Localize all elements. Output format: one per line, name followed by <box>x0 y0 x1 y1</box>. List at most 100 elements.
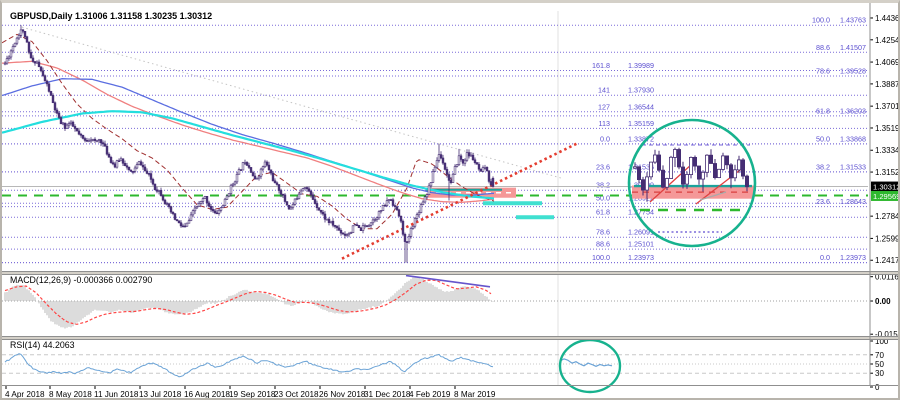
candle-body <box>209 206 213 210</box>
candle-body <box>61 122 65 125</box>
background <box>2 3 898 398</box>
candle-body <box>461 159 465 164</box>
candle-body <box>259 168 263 177</box>
price-axis-label: 1.37015 <box>875 102 898 111</box>
candle-body <box>97 139 101 141</box>
candle-body <box>331 220 335 226</box>
candle-body <box>219 207 223 211</box>
candle-body <box>185 222 189 227</box>
date-label: 8 Mar 2019 <box>454 390 496 398</box>
candle-body <box>373 219 377 221</box>
inset-candle-body <box>653 154 658 163</box>
candle-body <box>387 199 391 201</box>
candle-body <box>223 198 227 206</box>
candle-body <box>229 184 233 194</box>
candle-body <box>361 225 365 232</box>
candle-body <box>273 180 277 184</box>
fib-ratio-label: 100.0 <box>812 16 830 25</box>
candle-body <box>165 203 169 205</box>
candle-body <box>133 167 137 172</box>
candle-body <box>157 190 161 192</box>
date-label: 13 Jul 2018 <box>139 390 182 398</box>
candle-body <box>159 190 163 196</box>
price-axis-label: 1.42545 <box>875 36 898 45</box>
fib-price-label: 1.31533 <box>840 162 866 171</box>
candle-body <box>213 210 217 214</box>
chart-canvas[interactable]: 100.0 1.43763 88.6 1.41507 78.6 1.39528 61.8 1.… <box>2 3 898 398</box>
inset-candle-body <box>729 164 734 179</box>
inset-candle-body <box>645 176 650 191</box>
canvas-bg <box>2 3 898 398</box>
candle-body <box>489 181 493 186</box>
candle-body <box>63 122 67 129</box>
inset-candle-body <box>669 156 674 179</box>
rsi-inset-line <box>559 358 613 367</box>
candle-body <box>341 232 345 235</box>
candle-body <box>69 121 73 124</box>
inset-candle-body <box>713 163 718 179</box>
candle-body <box>411 225 415 229</box>
candle-body <box>3 62 7 65</box>
teal-highlight-bar <box>483 201 542 206</box>
candle-body <box>309 190 313 196</box>
candle-body <box>357 225 361 228</box>
candle-body <box>255 177 259 180</box>
downtrend-dotted-line <box>21 26 563 179</box>
candle-body <box>271 172 275 182</box>
candle-body <box>409 228 413 237</box>
candle-body <box>89 139 93 142</box>
inset-candle-body <box>673 149 678 158</box>
inset-candle-body <box>665 178 670 188</box>
candle-body <box>469 154 473 157</box>
chart-title: GBPUSD,Daily 1.31006 1.31158 1.30235 1.3… <box>10 11 212 21</box>
candle-body <box>475 162 479 165</box>
candle-body <box>401 220 405 235</box>
fib-price-label: 1.35159 <box>628 119 654 128</box>
rsi-axis-label: 70 <box>875 351 884 360</box>
candle-body <box>163 199 167 205</box>
inset-candle-body <box>705 154 710 173</box>
candle-body <box>21 29 25 32</box>
candle-body <box>127 166 131 171</box>
price-axis-label: 1.33340 <box>875 146 898 155</box>
ma-darkred-dashed <box>2 33 495 230</box>
candle-body <box>107 153 111 158</box>
macd-axis-label: -0.015928 <box>875 330 898 339</box>
date-label: 31 Dec 2018 <box>364 390 411 398</box>
candle-body <box>37 61 41 68</box>
fib-price-label: 1.39989 <box>628 61 654 70</box>
candle-body <box>221 205 225 209</box>
inset-candle-body <box>649 161 654 178</box>
candle-body <box>323 213 327 220</box>
candle-body <box>239 169 243 171</box>
candle-body <box>81 134 85 139</box>
candle-body <box>7 56 11 59</box>
candle-body <box>17 34 21 39</box>
candle-body <box>419 204 423 213</box>
fib-price-label: 1.26091 <box>628 228 654 237</box>
candle-body <box>45 80 49 85</box>
candle-body <box>451 173 455 183</box>
bid-price-tag <box>871 190 898 201</box>
candle-body <box>111 162 115 165</box>
date-label: 23 Oct 2018 <box>274 390 319 398</box>
candle-body <box>71 121 75 127</box>
candle-body <box>75 128 79 132</box>
price-axis-label: 1.35195 <box>875 124 898 133</box>
pane-rsi: RSI(14) 44.2063 <box>2 338 868 394</box>
fib-price-label: 1.33872 <box>628 134 654 143</box>
candle-body <box>153 183 157 191</box>
price-axis-label: 1.25990 <box>875 234 898 243</box>
candle-body <box>109 157 113 163</box>
ma-salmon <box>2 60 495 203</box>
candle-body <box>367 224 371 227</box>
candle-body <box>139 161 143 166</box>
candle-body <box>425 194 429 198</box>
candle-body <box>39 66 43 72</box>
candle-body <box>49 91 53 96</box>
candle-body <box>95 140 99 142</box>
rsi-axis-label: 30 <box>875 369 884 378</box>
pane-main-price: 100.0 1.43763 88.6 1.41507 78.6 1.39528 61.8 1.… <box>2 11 868 264</box>
candle-body <box>261 166 265 170</box>
candle-body <box>307 188 311 192</box>
